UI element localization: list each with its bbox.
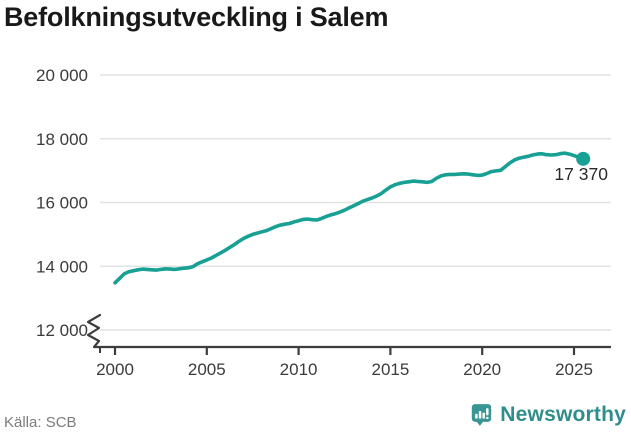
x-tick-label: 2020	[463, 360, 501, 379]
axis-break-icon	[86, 313, 102, 349]
population-series: 17 370	[113, 151, 608, 285]
x-tick-label: 2005	[188, 360, 226, 379]
x-axis	[94, 345, 611, 355]
x-tick-label: 2010	[280, 360, 318, 379]
y-tick-label: 16 000	[36, 194, 88, 213]
y-tick-label: 18 000	[36, 130, 88, 149]
x-tick-label: 2025	[555, 360, 593, 379]
gridlines	[100, 74, 611, 331]
end-point-marker	[576, 151, 591, 166]
brand-wordmark: Newsworthy	[500, 403, 626, 426]
y-tick-label: 12 000	[36, 321, 88, 340]
x-axis-labels: 2000 2005 2010 2015 2020 2025	[96, 360, 593, 379]
y-tick-label: 20 000	[36, 66, 88, 85]
brand-logo: Newsworthy	[471, 403, 626, 427]
end-point-label: 17 370	[554, 164, 608, 184]
x-tick-label: 2000	[96, 360, 134, 379]
population-line	[113, 151, 586, 285]
page-title: Befolkningsutveckling i Salem	[4, 2, 389, 32]
x-tick-label: 2015	[371, 360, 409, 379]
source-note: Källa: SCB	[4, 414, 77, 431]
y-tick-label: 14 000	[36, 257, 88, 276]
newsworthy-icon	[472, 404, 492, 426]
y-axis-labels: 20 000 18 000 16 000 14 000 12 000	[36, 66, 88, 340]
